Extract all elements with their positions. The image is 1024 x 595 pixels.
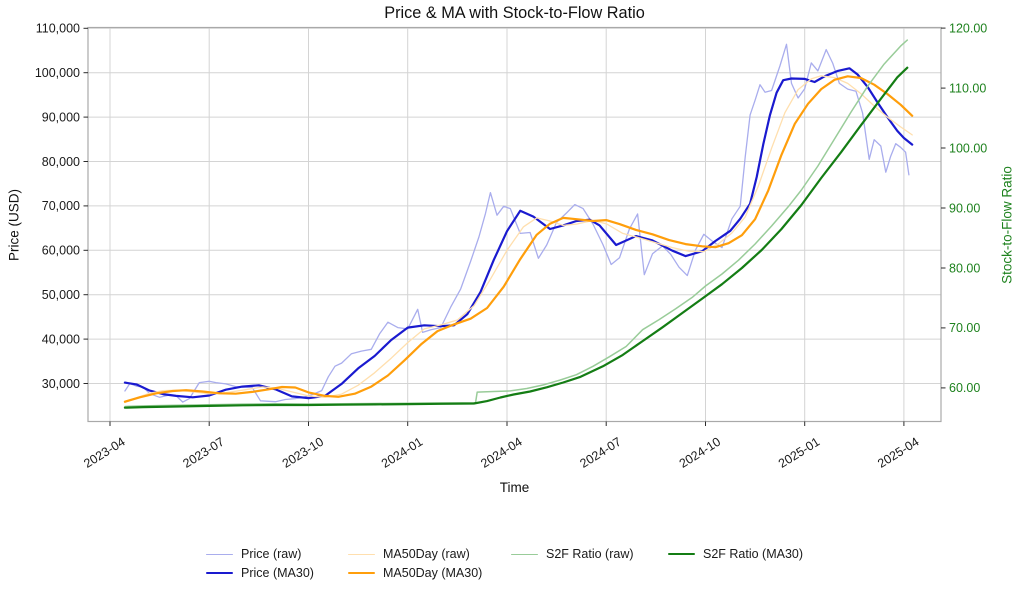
x-tick-label: 2023-10 bbox=[280, 435, 326, 471]
x-tick-label: 2024-01 bbox=[379, 435, 425, 471]
x-tick-label: 2024-07 bbox=[577, 435, 623, 471]
right-tick-label: 80.00 bbox=[949, 261, 980, 275]
series-price-ma30 bbox=[123, 67, 914, 400]
x-tick-label: 2023-04 bbox=[81, 435, 127, 471]
left-tick-label: 50,000 bbox=[42, 288, 80, 302]
legend-item-s2f-ratio-raw: S2F Ratio (raw) bbox=[511, 545, 668, 563]
x-tick-label: 2023-07 bbox=[180, 435, 226, 471]
left-tick-label: 110,000 bbox=[36, 22, 80, 36]
legend-label: S2F Ratio (raw) bbox=[546, 547, 634, 561]
legend-item-s2f-ratio-ma30: S2F Ratio (MA30) bbox=[668, 545, 803, 563]
legend-item-price-ma30: Price (MA30) bbox=[206, 564, 348, 582]
right-axis-label: Stock-to-Flow Ratio bbox=[999, 166, 1015, 284]
chart-title: Price & MA with Stock-to-Flow Ratio bbox=[384, 4, 645, 22]
series-ma50day-ma30 bbox=[123, 75, 914, 403]
right-tick-label: 100.00 bbox=[949, 141, 987, 155]
plot-border bbox=[87, 26, 942, 423]
x-tick-label: 2024-04 bbox=[478, 435, 524, 471]
left-tick-label: 100,000 bbox=[35, 66, 80, 80]
right-tick-label: 120.00 bbox=[949, 21, 987, 35]
x-tick-label: 2025-01 bbox=[776, 435, 822, 471]
legend-swatch-s2f-ratio-raw bbox=[511, 553, 538, 555]
series-ma50day-raw bbox=[124, 75, 913, 404]
legend-item-ma50day-raw: MA50Day (raw) bbox=[348, 545, 511, 563]
left-tick-label: 90,000 bbox=[42, 110, 80, 124]
right-tick-label: 70.00 bbox=[949, 321, 980, 335]
left-tick-label: 70,000 bbox=[42, 199, 80, 213]
legend-label: MA50Day (raw) bbox=[383, 547, 470, 561]
series-s2f-ratio-ma30 bbox=[123, 66, 909, 409]
series-price-raw bbox=[124, 43, 910, 403]
x-tick-label: 2024-10 bbox=[677, 435, 723, 471]
legend-swatch-ma50day-ma30 bbox=[348, 572, 375, 574]
legend: Price (raw) MA50Day (raw) S2F Ratio (raw) S… bbox=[206, 545, 803, 582]
legend-swatch-price-raw bbox=[206, 553, 233, 555]
legend-label: S2F Ratio (MA30) bbox=[703, 547, 804, 561]
legend-swatch-ma50day-raw bbox=[348, 553, 375, 555]
left-tick-label: 60,000 bbox=[42, 244, 80, 258]
legend-swatch-price-ma30 bbox=[206, 572, 233, 574]
legend-item-ma50day-ma30: MA50Day (MA30) bbox=[348, 564, 511, 582]
right-tick-label: 60.00 bbox=[949, 381, 980, 395]
x-axis-label: Time bbox=[499, 480, 530, 495]
legend-label: Price (MA30) bbox=[241, 566, 314, 580]
right-tick-label: 110.00 bbox=[949, 81, 986, 95]
left-axis-label: Price (USD) bbox=[6, 188, 22, 262]
left-tick-label: 80,000 bbox=[42, 155, 80, 169]
legend-swatch-s2f-ratio-ma30 bbox=[668, 553, 695, 555]
left-tick-label: 30,000 bbox=[42, 377, 80, 391]
legend-item-price-raw: Price (raw) bbox=[206, 545, 348, 563]
legend-label: Price (raw) bbox=[241, 547, 302, 561]
left-tick-label: 40,000 bbox=[42, 332, 80, 346]
x-tick-label: 2025-04 bbox=[875, 435, 921, 471]
legend-label: MA50Day (MA30) bbox=[383, 566, 483, 580]
right-tick-label: 90.00 bbox=[949, 201, 980, 215]
